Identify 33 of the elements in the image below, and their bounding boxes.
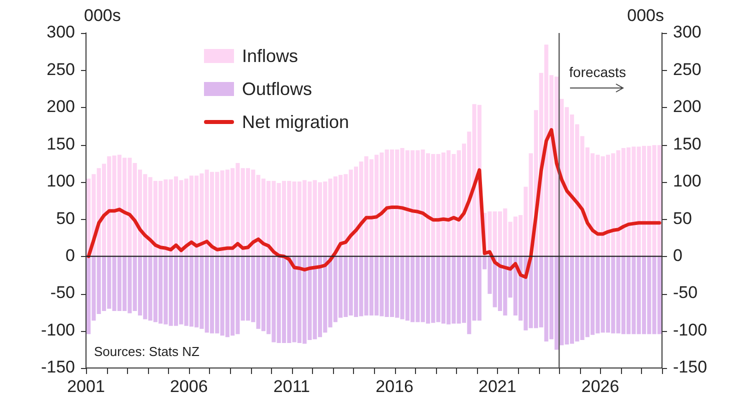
y2-tick-label: -50 xyxy=(673,283,698,302)
y-tick-label: -150 xyxy=(40,358,75,377)
y2-tick-label: 150 xyxy=(673,134,702,154)
ref-line-label: forecasts xyxy=(569,64,626,80)
y2-tick-label: 250 xyxy=(673,60,702,79)
y2-tick-label: 200 xyxy=(673,97,702,116)
legend-label: Inflows xyxy=(242,46,298,66)
y2-tick-label: 100 xyxy=(673,172,702,191)
y-tick-label: 150 xyxy=(46,134,75,154)
y-tick-label: 50 xyxy=(56,208,75,228)
y-tick-label: 0 xyxy=(66,246,75,266)
y-tick-label: 250 xyxy=(46,60,75,79)
x-tick-label: 2026 xyxy=(581,376,620,396)
y2-tick-label: 50 xyxy=(673,208,692,228)
y-tick-label: 100 xyxy=(46,172,75,191)
y-tick-label: -100 xyxy=(40,320,75,340)
y-tick-label: -50 xyxy=(50,283,75,302)
y-tick-label: 200 xyxy=(46,97,75,116)
x-tick-label: 2011 xyxy=(273,376,310,396)
y2-tick-label: -150 xyxy=(673,358,708,377)
y2-tick-label: -100 xyxy=(673,320,708,340)
x-tick-label: 2006 xyxy=(170,376,208,396)
legend-label: Outflows xyxy=(242,78,312,99)
y-axis-title: 000s xyxy=(84,6,121,25)
annotation: Sources: Stats NZ xyxy=(94,344,200,359)
x-tick-label: 2021 xyxy=(478,376,516,396)
y2-tick-label: 300 xyxy=(673,22,702,42)
y2-axis-title: 000s xyxy=(627,6,664,25)
legend-label: Net migration xyxy=(242,112,350,132)
x-tick-label: 2016 xyxy=(376,376,414,396)
y2-tick-label: 0 xyxy=(673,246,682,266)
y-tick-label: 300 xyxy=(46,22,75,42)
x-tick-label: 2001 xyxy=(67,376,105,396)
